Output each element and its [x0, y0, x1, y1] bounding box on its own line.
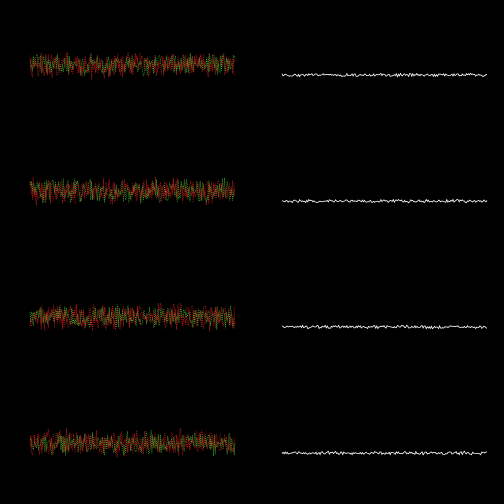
panel-r1-c0 — [0, 126, 252, 252]
series-white — [282, 451, 487, 455]
series-white — [282, 73, 487, 76]
series-white — [282, 325, 487, 328]
series-white — [282, 199, 487, 203]
small-multiples-grid — [0, 0, 504, 504]
panel-r3-c0 — [0, 378, 252, 504]
series-red — [30, 177, 235, 205]
panel-r0-c1 — [252, 0, 504, 126]
panel-r3-c1 — [252, 378, 504, 504]
panel-r2-c1 — [252, 252, 504, 378]
panel-r2-c0 — [0, 252, 252, 378]
series-green — [30, 178, 235, 203]
panel-r0-c0 — [0, 0, 252, 126]
panel-r1-c1 — [252, 126, 504, 252]
